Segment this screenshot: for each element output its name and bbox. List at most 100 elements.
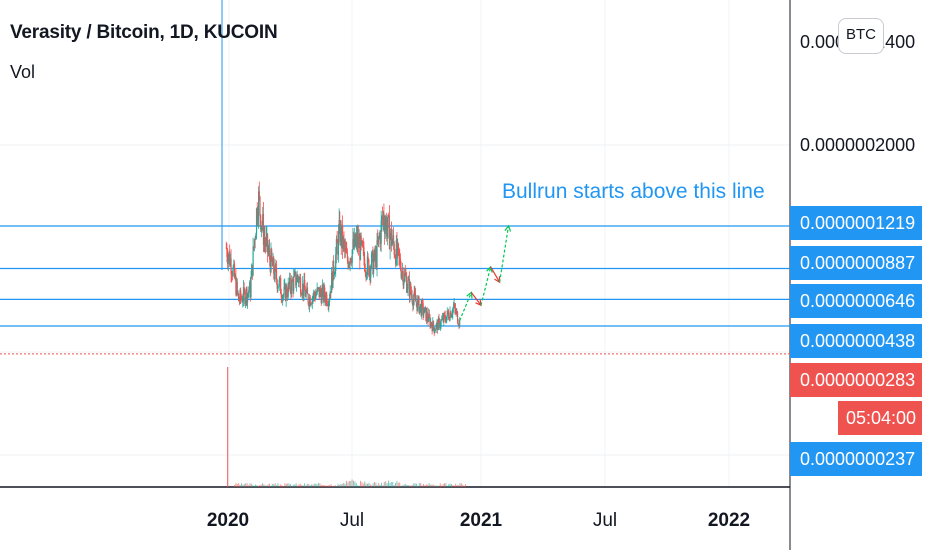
candle-body — [300, 293, 302, 296]
volume-bar — [376, 485, 378, 487]
volume-bar — [409, 485, 410, 487]
candle-body — [230, 258, 232, 275]
candle-body — [295, 282, 298, 286]
candle-body — [373, 250, 375, 260]
candle-body — [381, 217, 384, 220]
volume-bar — [399, 482, 401, 487]
volume-bar — [235, 483, 237, 487]
volume-bar — [424, 485, 426, 487]
candle-body — [419, 304, 422, 307]
candle-body — [384, 225, 386, 234]
candle-body — [319, 288, 322, 294]
candle-body — [341, 225, 343, 245]
volume-bar — [372, 483, 374, 487]
candle-body — [245, 288, 247, 300]
volume-bar — [263, 484, 265, 487]
candle-body — [301, 294, 303, 296]
volume-bar — [448, 484, 450, 487]
candle-body — [439, 325, 441, 328]
candle-body — [443, 313, 445, 322]
volume-bar — [292, 484, 294, 487]
candle-body — [348, 263, 350, 268]
volume-spike-bar — [227, 367, 229, 487]
volume-bar — [403, 484, 405, 487]
price-tag-line-4: 0.0000000438 — [790, 324, 922, 358]
time-axis-label: 2020 — [206, 510, 250, 531]
candle-body — [269, 259, 271, 273]
volume-bar — [312, 484, 314, 487]
candle-body — [284, 284, 287, 301]
volume-bar — [298, 484, 300, 487]
volume-bar — [333, 485, 335, 487]
candle-body — [330, 291, 332, 293]
candle-body — [286, 295, 289, 297]
candle-body — [300, 277, 302, 294]
candle-body — [260, 225, 262, 230]
candle-body — [390, 229, 393, 246]
projection-segment — [490, 266, 501, 283]
candle-body — [410, 292, 413, 296]
candle-body — [359, 235, 362, 260]
candle-body — [438, 318, 440, 320]
candle-body — [266, 233, 269, 253]
candle-body — [282, 295, 284, 297]
currency-button[interactable]: BTC — [838, 18, 884, 54]
candle-body — [296, 275, 298, 283]
time-axis-label: 2022 — [707, 510, 751, 531]
volume-bar — [276, 485, 277, 487]
candle-body — [266, 233, 268, 238]
candle-body — [308, 297, 311, 307]
candle-body — [354, 234, 356, 246]
candle-body — [264, 236, 266, 243]
candle-body — [457, 323, 459, 326]
candle-body — [361, 241, 363, 244]
candle-body — [311, 297, 313, 304]
volume-bar — [242, 484, 244, 487]
projection-segment — [480, 266, 492, 306]
candle-body — [297, 275, 299, 278]
volume-bar — [462, 484, 464, 487]
candle-body — [391, 241, 393, 246]
volume-bar — [446, 485, 448, 487]
volume-bar — [329, 485, 331, 487]
candle-body — [456, 311, 458, 312]
candle-body — [333, 274, 335, 276]
candle-body — [338, 220, 340, 232]
candle-body — [352, 238, 354, 250]
candle-body — [452, 306, 455, 309]
candle-body — [314, 295, 316, 300]
volume-bar — [378, 482, 380, 487]
price-tag-line-2: 0.0000000887 — [790, 246, 922, 280]
volume-bar — [371, 485, 373, 487]
volume-bar — [330, 484, 332, 487]
candle-body — [408, 278, 410, 297]
candle-body — [297, 277, 300, 283]
candle-body — [243, 287, 245, 291]
candle-body — [434, 330, 436, 333]
volume-bar — [320, 484, 322, 487]
candle-body — [334, 271, 336, 275]
volume-bar — [348, 480, 350, 487]
candle-body — [308, 303, 310, 307]
candle-body — [287, 283, 289, 297]
volume-bar — [322, 485, 324, 487]
candle-body — [303, 280, 305, 296]
volume-bar — [249, 483, 251, 487]
candle-body — [357, 235, 359, 246]
annotation-text[interactable]: Bullrun starts above this line — [502, 180, 765, 203]
candle-body — [423, 312, 425, 315]
volume-bar — [395, 483, 396, 487]
candle-body — [275, 264, 277, 269]
volume-bar — [397, 482, 399, 487]
candle-body — [321, 290, 323, 304]
volume-bar — [315, 483, 317, 487]
candle-body — [329, 291, 331, 299]
candle-body — [233, 263, 235, 268]
candle-body — [369, 267, 371, 278]
candle-body — [227, 256, 229, 264]
candle-body — [433, 327, 435, 333]
candle-body — [342, 225, 344, 249]
volume-bar — [305, 485, 307, 487]
candle-body — [261, 225, 263, 227]
